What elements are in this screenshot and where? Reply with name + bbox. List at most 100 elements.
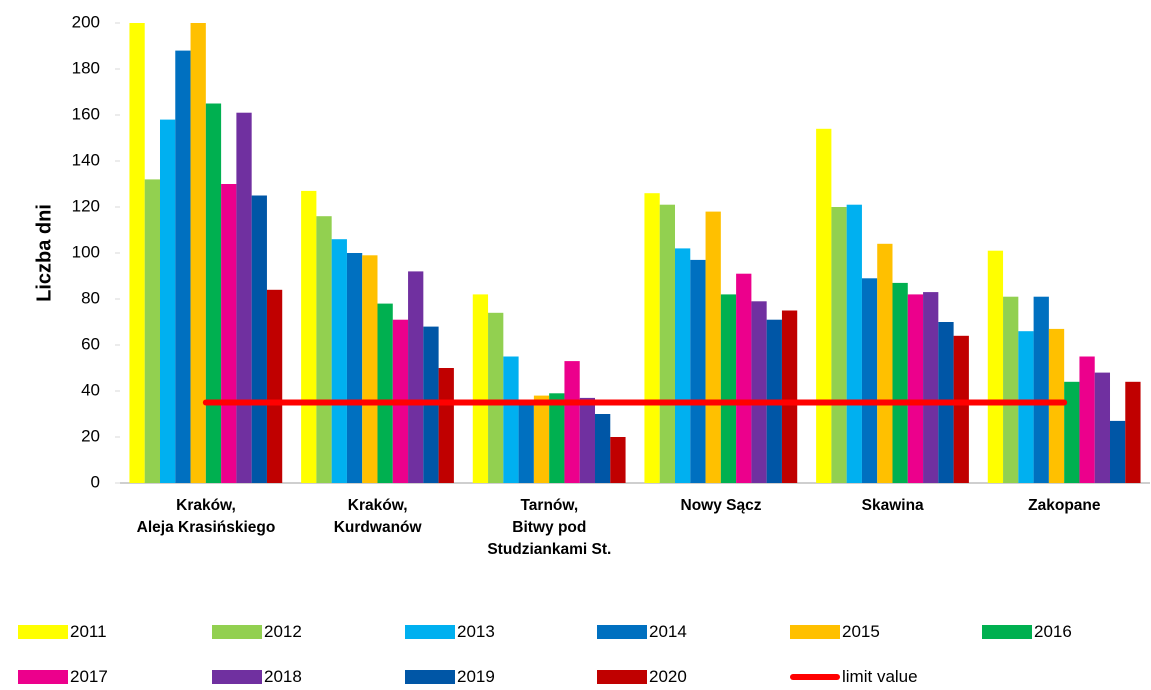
bar [877,243,893,483]
legend-swatch [982,625,1032,639]
legend-label: 2011 [70,622,107,641]
legend: 2011 2012 2013 2014 2015 2016 2017 2018 2019 2020… [0,620,1151,690]
legend-label: 2017 [70,667,108,686]
bar [472,294,489,483]
x-tick-label: Kraków, Aleja Krasińskiego [136,497,276,536]
bar [362,255,378,483]
bar [266,289,283,483]
legend-item: 2015 [790,620,880,644]
bar [144,179,160,483]
bar [690,259,706,483]
bar [549,393,565,483]
y-tick-label: 200 [72,12,100,31]
bar [190,23,206,483]
bar [751,301,767,483]
legend-item: 2013 [405,620,495,644]
legend-item: 2016 [982,620,1072,644]
bar [1079,356,1095,483]
legend-swatch [597,670,647,684]
bar [564,361,580,483]
legend-swatch [212,670,262,684]
y-tick-label: 160 [72,104,100,123]
bar [1125,381,1141,483]
bar [1094,372,1111,483]
bar [175,50,191,483]
bar [408,271,424,483]
x-tick-label: Nowy Sącz [680,497,762,514]
legend-label: 2020 [649,667,687,686]
legend-label: 2015 [842,622,880,641]
legend-label: 2016 [1034,622,1072,641]
bar [659,204,675,483]
bar [331,239,347,483]
y-axis-label: Liczba dni [33,204,55,302]
legend-swatch [597,625,647,639]
legend-swatch [405,625,455,639]
bar [923,292,939,483]
bar [1018,331,1034,483]
x-tick-label: Tarnów, Bitwy pod Studziankami St. [487,497,612,558]
legend-label: limit value [842,667,918,686]
legend-label: 2018 [264,667,302,686]
bar [129,23,145,483]
legend-item: 2011 [18,620,107,644]
legend-item: 2020 [597,665,687,689]
bar [720,294,737,483]
bar [846,204,862,483]
bar [861,278,878,483]
bar [438,368,454,483]
legend-item: 2019 [405,665,495,689]
bar [595,414,611,483]
y-tick-label: 180 [72,58,100,77]
y-tick-label: 0 [91,472,100,491]
x-tick-label: Skawina [861,497,924,514]
bar [159,119,176,483]
y-tick-label: 20 [81,426,100,445]
y-tick-label: 60 [81,334,100,353]
x-tick-label: Zakopane [1028,497,1101,514]
bar [377,303,393,483]
bar [736,273,752,483]
legend-swatch [405,670,455,684]
bar [831,207,847,483]
legend-label: 2019 [457,667,495,686]
bar [236,112,252,483]
bar [205,103,222,483]
y-tick-label: 100 [72,242,100,261]
bar [1048,328,1065,483]
bar [644,193,660,483]
x-tick-label: Kraków, Kurdwanów [333,497,422,536]
bar [251,195,267,483]
legend-swatch [790,674,840,680]
legend-item: 2017 [18,665,108,689]
bar [1064,381,1080,483]
legend-label: 2012 [264,622,302,641]
bar [892,282,908,483]
legend-item: 2014 [597,620,687,644]
bar [953,335,969,483]
bar [781,310,798,483]
legend-swatch [18,625,68,639]
bar [674,248,691,483]
bar [1033,296,1049,483]
bar [705,211,721,483]
y-tick-label: 40 [81,380,100,399]
legend-swatch [212,625,262,639]
legend-label: 2014 [649,622,687,641]
bar [1110,420,1126,483]
y-tick-label: 140 [72,150,100,169]
legend-item: 2018 [212,665,302,689]
bar [301,190,317,483]
bar [610,437,626,483]
legend-swatch [18,670,68,684]
bar [1003,296,1019,483]
legend-label: 2013 [457,622,495,641]
bar [987,250,1004,483]
bar [316,216,332,483]
bar [503,356,519,483]
bar [579,397,596,483]
legend-swatch [790,625,840,639]
legend-item: 2012 [212,620,302,644]
